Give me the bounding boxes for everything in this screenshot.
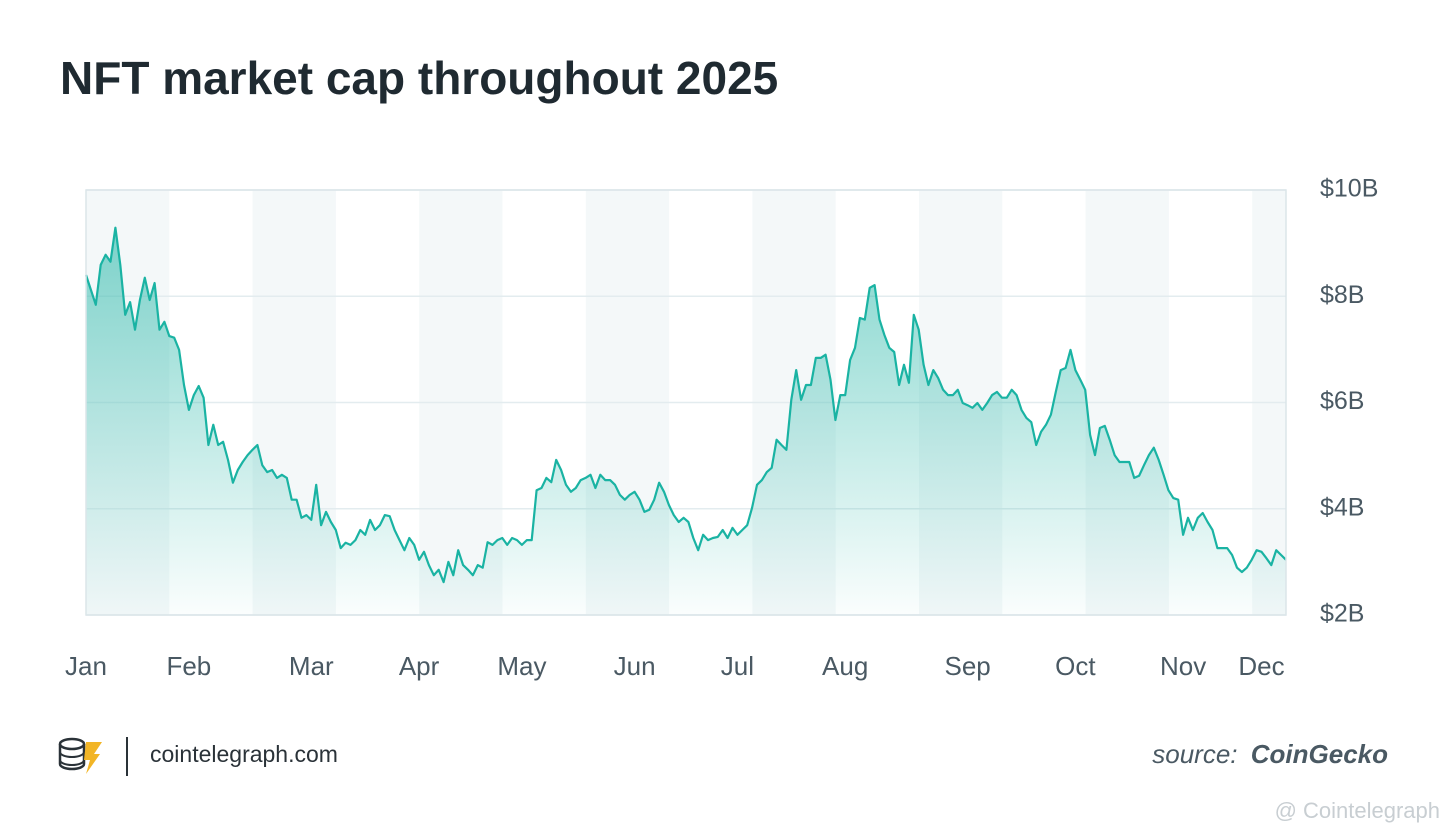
x-tick-label: Sep	[944, 651, 990, 681]
x-tick-label: Apr	[399, 651, 440, 681]
footer-site: cointelegraph.com	[150, 741, 338, 767]
plot-frame	[85, 189, 1287, 616]
x-tick-label: Feb	[166, 651, 211, 681]
axis-labels: $2B $4B $6B $8B $10B Jan Feb Mar Apr May Jun Jul Aug…	[65, 175, 1378, 681]
x-tick-label: Dec	[1238, 651, 1284, 681]
y-tick-label: $2B	[1320, 600, 1364, 628]
y-tick-label: $4B	[1320, 493, 1364, 521]
x-tick-label: Jan	[65, 651, 107, 681]
watermark: @ Cointelegraph	[1275, 798, 1440, 823]
x-tick-label: Aug	[822, 651, 868, 681]
y-tick-label: $8B	[1320, 281, 1364, 309]
source-label: source:	[1152, 739, 1237, 769]
chart-title: NFT market cap throughout 2025	[60, 52, 778, 104]
x-tick-label: Nov	[1160, 651, 1206, 681]
logo	[58, 737, 102, 774]
line	[84, 226, 1287, 584]
y-tick-label: $6B	[1320, 387, 1364, 415]
source: source: CoinGecko	[1152, 739, 1388, 769]
y-tick-label: $10B	[1320, 175, 1378, 203]
plot	[84, 226, 1287, 615]
x-tick-label: Oct	[1055, 651, 1096, 681]
area	[86, 227, 1286, 615]
source-name: CoinGecko	[1251, 739, 1388, 769]
x-tick-label: Jun	[614, 651, 656, 681]
x-tick-label: May	[497, 651, 546, 681]
x-tick-label: Mar	[289, 651, 334, 681]
x-tick-label: Jul	[721, 651, 754, 681]
